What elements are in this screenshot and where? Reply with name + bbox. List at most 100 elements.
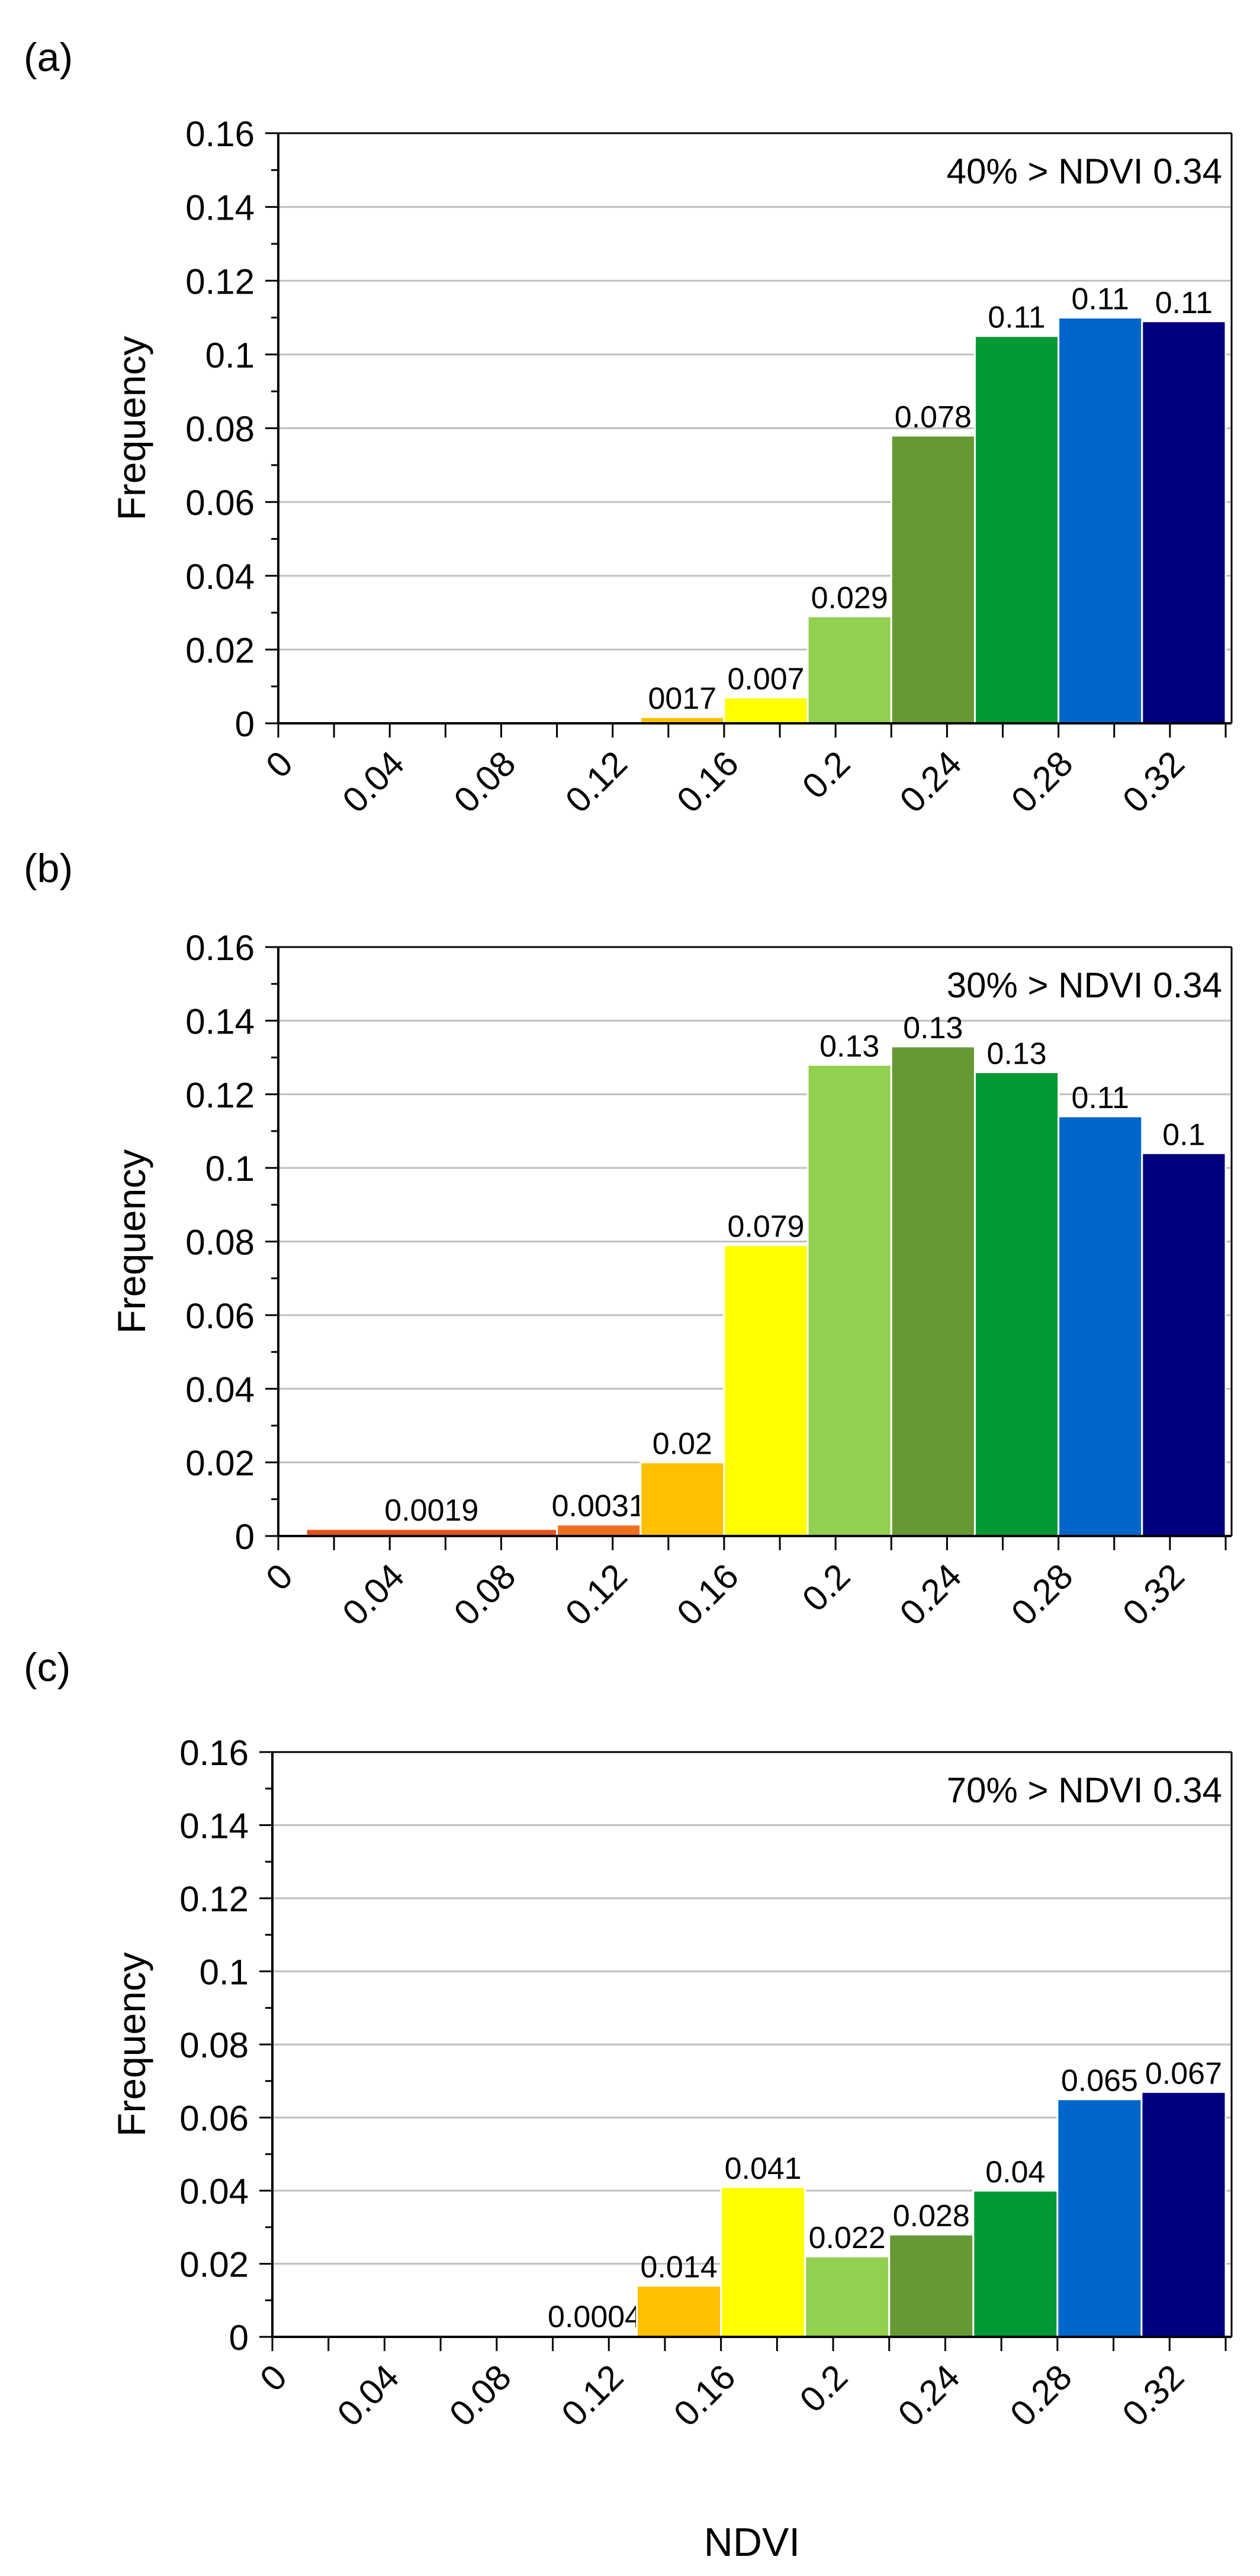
histogram-bar (806, 615, 892, 724)
y-tick-label: 0.1 (200, 1953, 249, 1992)
x-tick-label: 0.24 (892, 743, 969, 820)
y-tick-label: 0.04 (179, 2172, 249, 2211)
bar-data-label: 0.11 (988, 301, 1045, 335)
x-tick-label: 0.32 (1115, 2357, 1192, 2434)
bar-data-label: 0.13 (819, 1029, 879, 1064)
x-tick-label: 0.08 (446, 743, 523, 820)
x-tick-label: 0.04 (335, 1556, 412, 1633)
bar-data-label: 0017 (648, 681, 717, 716)
x-tick-label: 0.04 (335, 743, 412, 820)
threshold-annotation: 40% > NDVI 0.34 (947, 152, 1222, 191)
y-tick-label: 0.08 (185, 1223, 255, 1263)
x-tick-label: 0.24 (892, 1556, 969, 1633)
x-tick-label: 0.28 (1004, 1556, 1081, 1633)
x-tick-label: 0.2 (792, 2357, 855, 2420)
bar-data-label: 0.041 (725, 2152, 802, 2186)
y-tick-label: 0.04 (185, 557, 255, 597)
histogram-bar (1058, 1115, 1143, 1537)
x-tick-label: 0 (258, 1556, 300, 1598)
y-tick-label: 0.16 (179, 1733, 249, 1773)
histogram-bar (1056, 2098, 1143, 2338)
y-tick-label: 0.06 (185, 483, 255, 523)
bar-data-label: 0.029 (811, 581, 888, 615)
y-tick-label: 0.16 (185, 928, 255, 968)
histogram-bar (639, 1461, 725, 1537)
y-tick-label: 0.02 (185, 630, 255, 670)
histogram-bar (1141, 1152, 1227, 1537)
y-axis-title: Frequency (110, 336, 153, 521)
chart-panel-c: (c) 0 0.02 0.04 0.06 0.08 0.1 0.12 0.14 0.16 0.000… (24, 1645, 1233, 2434)
bar-data-label: 0.1 (1162, 1118, 1205, 1152)
x-tick-label: 0.08 (446, 1556, 523, 1633)
bar-data-label: 0.11 (1072, 282, 1129, 317)
bar-data-label: 0.065 (1061, 2064, 1138, 2098)
x-tick-label: 0 (258, 743, 300, 785)
histogram-bar (806, 1064, 892, 1537)
x-tick-label: 0.04 (330, 2357, 407, 2434)
x-tick-label: 0.16 (669, 1556, 746, 1633)
threshold-annotation: 70% > NDVI 0.34 (947, 1770, 1222, 1810)
x-tick-label: 0.12 (554, 2357, 631, 2434)
y-tick-label: 0.06 (185, 1296, 255, 1336)
y-tick-label: 0.06 (179, 2099, 249, 2139)
bar-data-label: 0.079 (727, 1210, 804, 1244)
bar-data-label: 0.0019 (384, 1493, 478, 1528)
panel-label: (b) (24, 846, 73, 891)
x-tick-label: 0 (252, 2357, 294, 2399)
y-tick-label: 0.14 (179, 1807, 249, 1846)
x-tick-label: 0.28 (1004, 743, 1081, 820)
chart-panel-a: (a) 0 0.02 0.04 0.06 0.08 0.1 0.12 0.14 0.16 0017 0… (24, 35, 1233, 820)
bar-data-label: 0.11 (1072, 1081, 1129, 1115)
bar-data-label: 0.028 (893, 2199, 970, 2233)
histogram-bar (1141, 320, 1227, 724)
y-tick-label: 0 (235, 704, 255, 744)
x-tick-label: 0.2 (795, 743, 857, 806)
x-tick-label: 0.24 (891, 2357, 967, 2434)
x-tick-label: 0.12 (558, 743, 635, 820)
bar-data-label: 0.067 (1145, 2056, 1222, 2091)
bar-data-label: 0.007 (727, 662, 804, 696)
panel-label: (c) (24, 1645, 70, 1690)
histogram-bar (804, 2255, 891, 2338)
y-tick-label: 0.02 (185, 1444, 255, 1483)
y-tick-label: 0.14 (185, 188, 255, 228)
histogram-bar (556, 1524, 642, 1537)
x-tick-label: 0.2 (795, 1556, 857, 1619)
histogram-bar (723, 696, 809, 724)
x-tick-label: 0.16 (669, 743, 746, 820)
bar-data-label: 0.014 (641, 2250, 718, 2285)
y-tick-label: 0 (235, 1517, 255, 1557)
histogram-bar (890, 434, 976, 724)
x-tick-label: 0.08 (442, 2357, 519, 2434)
histogram-bar (888, 2233, 975, 2338)
bar-data-label: 0.022 (809, 2221, 886, 2255)
bar-data-label: 0.04 (985, 2155, 1045, 2189)
histogram-bar (1140, 2091, 1227, 2338)
bar-data-label: 0.0004 (548, 2300, 642, 2334)
y-axis-title: Frequency (110, 1149, 153, 1334)
histogram-bar (723, 1244, 809, 1537)
histogram-bar (972, 2189, 1059, 2338)
y-tick-label: 0.02 (179, 2245, 249, 2285)
y-tick-label: 0.12 (185, 262, 255, 301)
histogram-bar (636, 2285, 722, 2338)
histogram-bar (973, 335, 1060, 724)
bar-data-label: 0.078 (895, 400, 972, 434)
x-tick-label: 0.28 (1002, 2357, 1079, 2434)
y-tick-label: 0.04 (185, 1370, 255, 1409)
y-tick-label: 0.16 (185, 114, 255, 154)
y-tick-label: 0.1 (205, 336, 255, 375)
bar-data-label: 0.11 (1155, 286, 1213, 320)
y-tick-label: 0.08 (179, 2026, 249, 2065)
x-tick-label: 0.12 (558, 1556, 635, 1633)
y-tick-label: 0.12 (179, 1879, 249, 1919)
y-tick-label: 0.1 (205, 1149, 255, 1189)
threshold-annotation: 30% > NDVI 0.34 (947, 965, 1222, 1005)
x-tick-label: 0.32 (1115, 1556, 1192, 1633)
bar-data-label: 0.0031 (552, 1489, 646, 1524)
x-tick-label: 0.16 (666, 2357, 743, 2434)
histogram-bar (890, 1045, 976, 1537)
histogram-bar (1058, 317, 1143, 724)
